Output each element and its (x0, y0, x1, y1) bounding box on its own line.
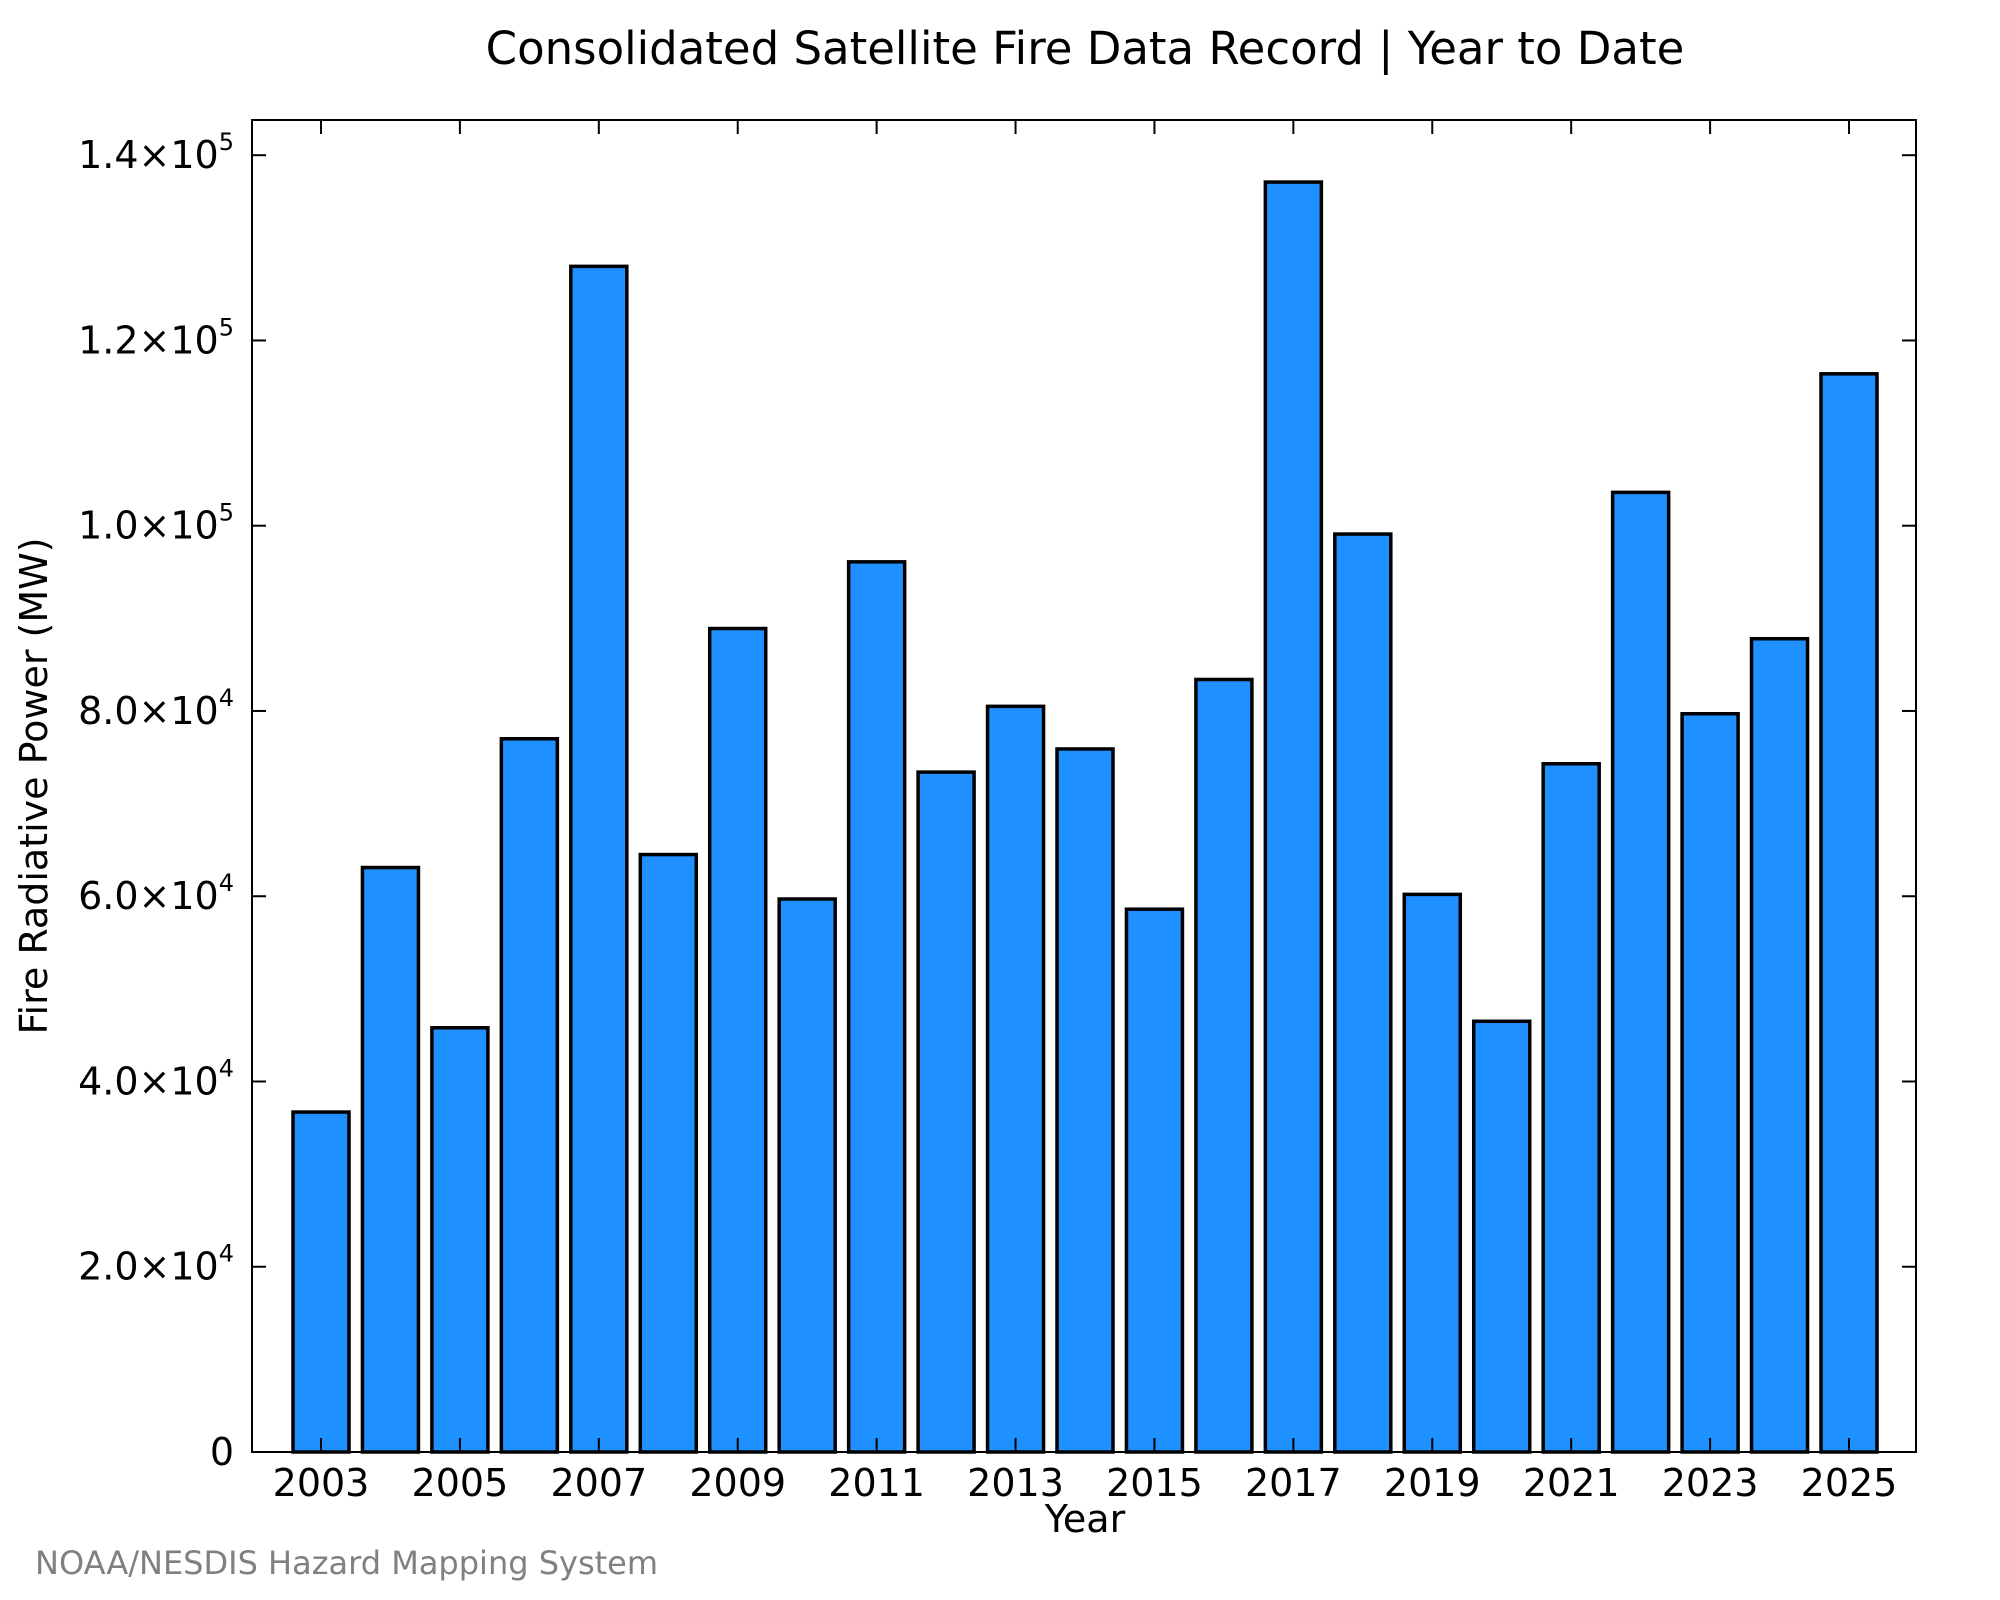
bar-2015 (1124, 907, 1185, 1454)
x-tick-label-2009: 2009 (689, 1461, 786, 1505)
ticks-group (252, 120, 1916, 1453)
x-tick-label-2003: 2003 (273, 1461, 370, 1505)
chart-title: Consolidated Satellite Fire Data Record … (486, 22, 1685, 75)
y-axis-label: Fire Radiative Power (MW) (12, 537, 56, 1034)
bar-2022 (1610, 490, 1671, 1454)
y-tick-label: 0 (210, 1430, 234, 1474)
bar-2017 (1263, 180, 1324, 1454)
y-tick-exponent: 5 (219, 128, 234, 156)
bar-2024 (1749, 636, 1810, 1454)
bar-2012 (916, 770, 976, 1454)
bar-2013 (985, 704, 1046, 1454)
bar-2019 (1402, 892, 1463, 1454)
bar-2023 (1680, 711, 1740, 1454)
bar-2011 (846, 560, 907, 1454)
y-tick-mantissa: 1.0×10 (78, 504, 219, 548)
x-tick-label-2005: 2005 (412, 1461, 509, 1505)
y-tick-mantissa: 0 (210, 1430, 234, 1474)
x-tick-label-2017: 2017 (1245, 1461, 1342, 1505)
bar-2016 (1194, 677, 1254, 1454)
y-tick-exponent: 5 (219, 313, 234, 341)
y-tick-mantissa: 6.0×10 (78, 874, 219, 918)
bar-2006 (499, 737, 560, 1454)
y-tick-label: 2.0×104 (78, 1240, 234, 1289)
bar-2010 (777, 897, 837, 1454)
bar-2005 (430, 1026, 490, 1454)
bars-group (291, 180, 1879, 1454)
y-tick-mantissa: 1.4×10 (78, 133, 219, 177)
x-tick-label-2021: 2021 (1523, 1461, 1620, 1505)
bar-2009 (707, 626, 768, 1454)
y-tick-label: 8.0×104 (78, 684, 234, 733)
y-tick-exponent: 4 (219, 1054, 234, 1082)
bar-2025 (1819, 372, 1879, 1454)
y-tick-mantissa: 4.0×10 (78, 1059, 219, 1103)
y-tick-label: 6.0×104 (78, 869, 234, 918)
x-tick-label-2007: 2007 (550, 1461, 647, 1505)
y-tick-label: 1.0×105 (78, 499, 234, 548)
x-tick-label-2023: 2023 (1662, 1461, 1759, 1505)
x-tick-label-2015: 2015 (1106, 1461, 1203, 1505)
bar-2004 (360, 865, 421, 1454)
y-tick-label: 1.2×105 (78, 313, 234, 362)
bar-2007 (569, 264, 629, 1454)
y-tick-label: 1.4×105 (78, 128, 234, 177)
x-tick-label-2011: 2011 (828, 1461, 925, 1505)
x-axis-label: Year (1044, 1497, 1126, 1541)
y-tick-label: 4.0×104 (78, 1054, 234, 1103)
bar-2018 (1333, 532, 1393, 1454)
y-tick-exponent: 4 (219, 1240, 234, 1268)
bar-2008 (638, 852, 699, 1454)
y-tick-mantissa: 2.0×10 (78, 1245, 219, 1289)
x-tick-labels: 2003 2005 2007 2009 2011 2013 2015 2017 2019 2021… (273, 1461, 1898, 1505)
bar-2003 (291, 1110, 351, 1454)
x-tick-label-2019: 2019 (1384, 1461, 1481, 1505)
y-tick-mantissa: 1.2×10 (78, 318, 219, 362)
y-tick-exponent: 4 (219, 869, 234, 897)
y-tick-exponent: 4 (219, 684, 234, 712)
x-tick-label-2025: 2025 (1801, 1461, 1898, 1505)
bar-2020 (1471, 1019, 1532, 1454)
y-tick-mantissa: 8.0×10 (78, 689, 219, 733)
y-tick-labels: 02.0×1044.0×1046.0×1048.0×1041.0×1051.2×… (78, 128, 234, 1474)
source-credit: NOAA/NESDIS Hazard Mapping System (35, 1544, 658, 1582)
x-tick-label-2013: 2013 (967, 1461, 1064, 1505)
y-tick-exponent: 5 (219, 499, 234, 527)
bar-2014 (1055, 747, 1115, 1454)
bar-2021 (1541, 762, 1601, 1454)
plot-frame (251, 119, 1917, 1453)
